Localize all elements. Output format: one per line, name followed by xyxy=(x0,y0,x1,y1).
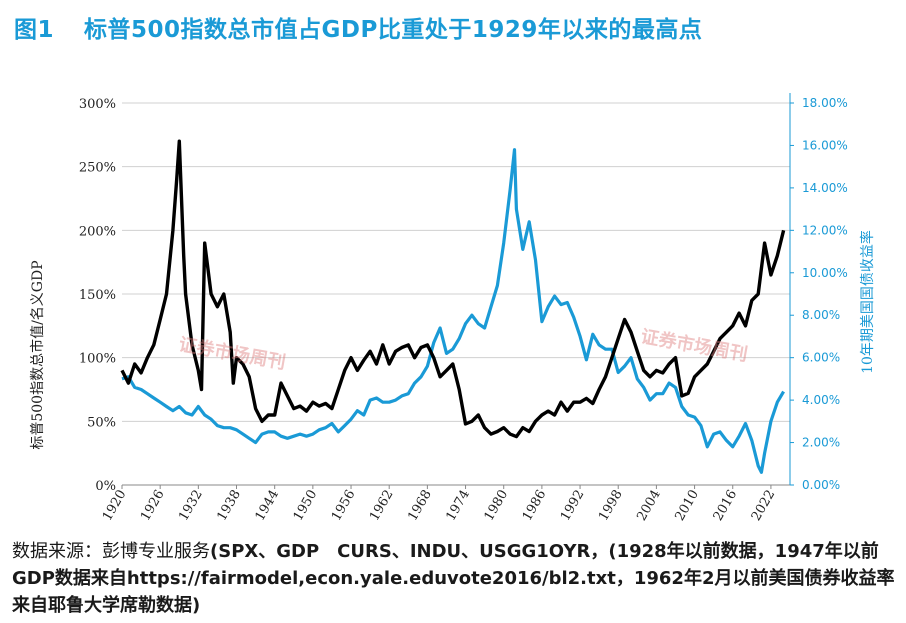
right-tick-label: 16.00% xyxy=(802,138,848,152)
left-axis-label: 标普500指数总市值/名义GDP xyxy=(29,260,46,449)
right-tick-label: 14.00% xyxy=(802,181,848,195)
x-tick-label: 1998 xyxy=(596,488,626,524)
left-axis-ticks: 0% 50% 100% 150% 200% 250% 300% xyxy=(79,97,116,494)
source-prefix: 数据来源：彭博专业服务 xyxy=(12,541,210,562)
x-tick-label: 1968 xyxy=(405,488,435,524)
left-tick-label: 0% xyxy=(95,479,116,494)
left-tick-label: 300% xyxy=(79,97,116,112)
right-tick-label: 6.00% xyxy=(802,351,840,365)
left-tick-label: 150% xyxy=(79,288,116,303)
figure-label: 图1 xyxy=(14,17,55,43)
right-tick-label: 0.00% xyxy=(802,478,840,492)
x-tick-label: 2022 xyxy=(749,488,779,524)
x-tick-label: 1926 xyxy=(138,488,168,524)
x-axis-ticks: 1920 1926 1932 1938 1944 1950 1956 1962 1968 1974… xyxy=(100,485,778,524)
series-group xyxy=(120,139,786,474)
left-tick-label: 100% xyxy=(79,352,116,367)
x-tick-label: 1956 xyxy=(329,488,359,524)
right-tick-label: 12.00% xyxy=(802,223,848,237)
left-tick-label: 200% xyxy=(79,224,116,239)
chart-title: 图1 标普500指数总市值占GDP比重处于1929年以来的最高点 xyxy=(14,10,894,44)
right-tick-label: 2.00% xyxy=(802,436,840,450)
x-tick-label: 1932 xyxy=(176,488,206,524)
source-details: (SPX、GDP CURS、INDU、USGG1OYR，(1928年以前数据，1… xyxy=(12,541,895,616)
x-tick-label: 2004 xyxy=(634,488,664,524)
right-tick-label: 18.00% xyxy=(802,96,848,110)
x-tick-label: 1938 xyxy=(214,488,244,524)
x-tick-label: 1950 xyxy=(291,488,321,524)
x-tick-label: 1980 xyxy=(482,488,512,524)
x-tick-label: 1974 xyxy=(443,488,473,524)
market-cap-gdp-chart: 0% 50% 100% 150% 200% 250% 300% 0.00% 2.00% 4.00… xyxy=(29,93,876,524)
treasury-yield-line xyxy=(121,148,785,474)
x-tick-label: 1944 xyxy=(253,488,283,524)
right-axis-label: 10年期美国国债收益率 xyxy=(859,230,876,374)
figure-title-text: 标普500指数总市值占GDP比重处于1929年以来的最高点 xyxy=(84,17,703,43)
source-note: 数据来源：彭博专业服务(SPX、GDP CURS、INDU、USGG1OYR，(… xyxy=(12,538,896,619)
watermark-right: 证券市场周刊 xyxy=(639,325,749,365)
left-tick-label: 250% xyxy=(79,161,116,176)
right-tick-label: 8.00% xyxy=(802,308,840,322)
x-tick-label: 1992 xyxy=(558,488,588,524)
x-tick-label: 2016 xyxy=(711,488,741,524)
right-tick-label: 10.00% xyxy=(802,266,848,280)
right-axis-ticks: 0.00% 2.00% 4.00% 6.00% 8.00% 10.00% 12.00% 14.… xyxy=(789,93,848,492)
x-tick-label: 2010 xyxy=(672,488,702,524)
market-cap-gdp-line xyxy=(120,139,786,439)
x-tick-label: 1986 xyxy=(520,488,550,524)
right-tick-label: 4.00% xyxy=(802,393,840,407)
x-tick-label: 1962 xyxy=(367,488,397,524)
left-tick-label: 50% xyxy=(87,415,116,430)
